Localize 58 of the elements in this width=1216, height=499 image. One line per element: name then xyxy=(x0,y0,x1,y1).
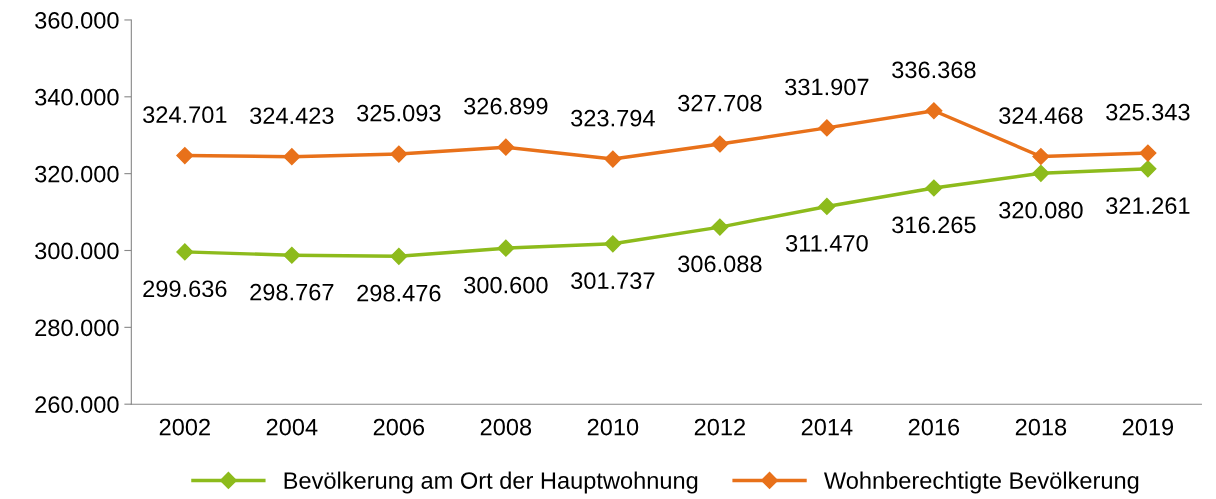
point xyxy=(604,150,622,168)
point xyxy=(176,147,194,165)
y-tick-label: 360.000 xyxy=(35,12,119,29)
data-label: 316.265 xyxy=(892,216,976,234)
data-label: 331.907 xyxy=(785,78,869,96)
data-label: 298.476 xyxy=(357,284,441,302)
point xyxy=(818,197,836,215)
y-tick-label: 300.000 xyxy=(35,242,119,260)
data-label: 323.794 xyxy=(571,109,655,127)
point xyxy=(925,179,943,197)
x-tick-label: 2016 xyxy=(908,418,960,436)
point xyxy=(1032,147,1050,166)
point xyxy=(176,243,194,261)
data-label: 336.368 xyxy=(892,61,976,79)
legend-label: Bevölkerung am Ort der Hauptwohnung xyxy=(284,471,698,494)
y-tick-label: 320.000 xyxy=(35,165,119,183)
point xyxy=(497,239,515,257)
data-label: 298.767 xyxy=(250,283,334,301)
data-label: 311.470 xyxy=(785,234,868,252)
point xyxy=(497,138,515,156)
point xyxy=(711,218,729,236)
x-tick-label: 2006 xyxy=(373,418,425,436)
x-tick-label: 2012 xyxy=(694,418,745,436)
data-label: 326.899 xyxy=(464,97,548,115)
data-label: 306.088 xyxy=(678,255,762,273)
x-tick-label: 2019 xyxy=(1122,418,1174,436)
data-label: 320.080 xyxy=(999,201,1083,219)
point xyxy=(604,235,622,253)
point xyxy=(1032,164,1050,182)
y-tick-label: 340.000 xyxy=(35,88,119,106)
x-tick-label: 2018 xyxy=(1015,418,1067,436)
x-tick-label: 2004 xyxy=(266,418,318,436)
data-label: 300.600 xyxy=(464,276,548,294)
x-tick-label: 2008 xyxy=(480,418,532,436)
point xyxy=(283,148,301,166)
data-label: 327.708 xyxy=(678,94,762,112)
point xyxy=(390,247,408,265)
data-label: 324.701 xyxy=(143,106,227,124)
data-label: 321.261 xyxy=(1106,197,1190,215)
x-tick-label: 2014 xyxy=(801,418,853,436)
point xyxy=(818,119,836,137)
x-tick-label: 2002 xyxy=(159,418,210,436)
point xyxy=(1139,144,1157,162)
y-tick-label: 260.000 xyxy=(35,396,119,413)
legend-label: Wohnberechtigte Bevölkerung xyxy=(823,471,1139,494)
data-label: 325.093 xyxy=(357,104,441,122)
data-label: 324.423 xyxy=(250,107,334,125)
data-label: 301.737 xyxy=(571,272,655,290)
point xyxy=(390,145,408,163)
y-tick-label: 280.000 xyxy=(35,319,119,337)
point xyxy=(711,135,729,153)
point xyxy=(1139,160,1157,178)
x-tick-label: 2010 xyxy=(587,418,639,436)
data-label: 325.343 xyxy=(1106,103,1190,121)
point xyxy=(283,246,301,264)
data-label: 324.468 xyxy=(999,107,1083,124)
data-label: 299.636 xyxy=(143,280,227,298)
point xyxy=(925,102,943,120)
